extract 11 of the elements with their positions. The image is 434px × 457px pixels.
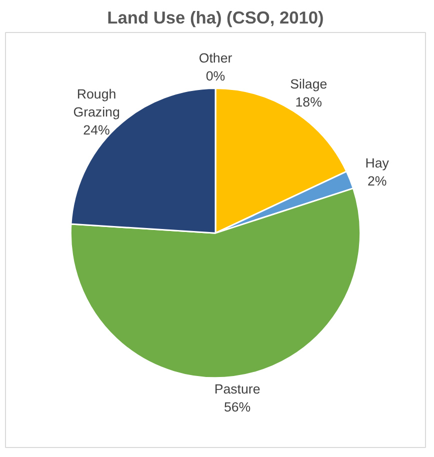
category-label: Other [198, 50, 232, 66]
text: 0% [206, 68, 226, 84]
slice-label: Rough Grazing [73, 86, 120, 120]
slice-label: Pasture [214, 381, 260, 396]
slice-label: Hay [365, 155, 390, 170]
data-label: 56% [224, 399, 251, 414]
data-label: 18% [295, 94, 322, 110]
chart-title: Land Use (ha) (CSO, 2010) [107, 8, 324, 28]
slice-label: Silage [290, 76, 328, 92]
data-label: 2% [367, 173, 387, 188]
data-label: 24% [83, 122, 110, 138]
